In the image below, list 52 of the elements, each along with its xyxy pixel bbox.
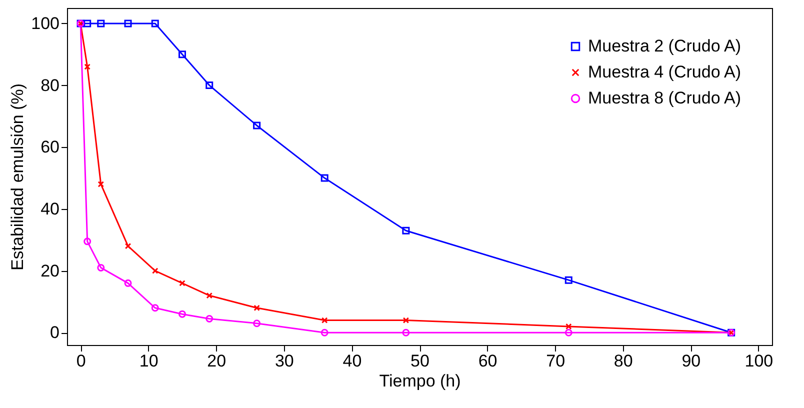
point — [97, 20, 105, 28]
x-tick-label: 60 — [478, 352, 498, 370]
point — [206, 314, 214, 322]
point — [402, 226, 410, 234]
point — [152, 268, 158, 274]
point — [151, 20, 159, 28]
point — [178, 310, 186, 318]
point — [253, 320, 261, 328]
x-tick-label: 100 — [744, 352, 774, 370]
x-axis-title: Tiempo (h) — [379, 372, 461, 390]
point — [564, 276, 572, 284]
y-tick-label: 100 — [31, 14, 60, 33]
point — [97, 264, 105, 272]
x-tick-label: 80 — [614, 352, 633, 370]
point — [565, 323, 572, 330]
point — [84, 64, 90, 70]
point — [151, 304, 159, 312]
point — [124, 20, 132, 28]
x-tick-label: 30 — [274, 352, 294, 370]
x-tick-label: 20 — [207, 352, 226, 370]
point — [124, 242, 132, 250]
point — [320, 174, 328, 182]
y-tick-label: 0 — [50, 323, 60, 342]
point — [564, 328, 572, 336]
x-tick-label: 70 — [546, 352, 566, 370]
x-tick-label: 50 — [410, 352, 430, 370]
legend-label: Muestra 8 (Crudo A) — [588, 88, 742, 108]
point — [254, 304, 260, 312]
point — [98, 181, 104, 188]
x-tick-label: 90 — [682, 352, 701, 370]
point — [179, 280, 186, 286]
legend-label: Muestra 2 (Crudo A) — [588, 36, 742, 56]
point — [253, 122, 261, 130]
y-tick-label: 60 — [40, 138, 60, 157]
x-tick-label: 0 — [76, 352, 86, 370]
point — [124, 279, 132, 287]
point — [402, 317, 410, 324]
point — [206, 292, 213, 299]
point — [321, 317, 328, 324]
point — [402, 328, 410, 336]
x-tick-label: 40 — [342, 352, 362, 370]
y-tick-label: 80 — [40, 76, 60, 95]
y-tick-label: 40 — [40, 199, 60, 218]
point — [178, 50, 186, 58]
point — [320, 328, 328, 336]
y-tick-label: 20 — [40, 261, 60, 280]
y-axis-title: Estabilidad emulsión (%) — [8, 83, 28, 271]
point — [84, 238, 92, 246]
point — [206, 82, 214, 90]
legend-label: Muestra 4 (Crudo A) — [588, 62, 742, 82]
point — [84, 20, 92, 28]
x-tick-label: 10 — [139, 352, 158, 370]
